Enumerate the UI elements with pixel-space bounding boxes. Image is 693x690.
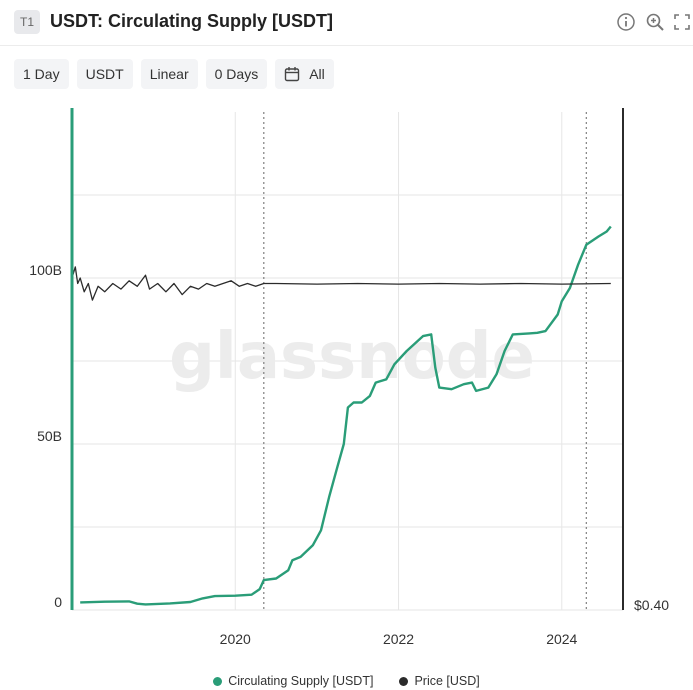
range-button[interactable]: All	[275, 59, 334, 89]
chart-toolbar: 1 Day USDT Linear 0 Days All	[14, 59, 334, 89]
chart-title: USDT: Circulating Supply [USDT]	[50, 11, 333, 31]
watermark: glassnode	[169, 320, 535, 394]
vertical-markers	[263, 112, 587, 610]
legend-item-price[interactable]: Price [USD]	[399, 674, 480, 688]
chart-area[interactable]: glassnode 0 50B 100B $0.40 2020 2022 2024	[0, 0, 693, 670]
zoom-icon[interactable]	[645, 12, 665, 32]
currency-button[interactable]: USDT	[76, 59, 133, 89]
currency-label: USDT	[85, 66, 124, 82]
series-lines	[71, 225, 612, 606]
scale-button[interactable]: Linear	[140, 59, 198, 89]
resolution-button[interactable]: 1 Day	[14, 59, 69, 89]
sma-button[interactable]: 0 Days	[205, 59, 268, 89]
x-tick-label-2: 2024	[546, 631, 577, 647]
info-icon[interactable]	[616, 12, 636, 32]
legend: Circulating Supply [USDT] Price [USD]	[0, 674, 693, 688]
y-tick-label-1: 50B	[37, 428, 62, 444]
y-right-tick-label-0: $0.40	[634, 597, 669, 613]
chart-header: T1 USDT: Circulating Supply [USDT]	[0, 0, 693, 46]
legend-label-supply: Circulating Supply [USDT]	[228, 674, 374, 688]
scale-label: Linear	[149, 66, 189, 82]
range-label: All	[309, 66, 325, 82]
tier-badge: T1	[14, 10, 40, 34]
y-tick-label-0: 0	[54, 594, 62, 610]
axes	[70, 108, 624, 610]
legend-label-price: Price [USD]	[414, 674, 480, 688]
tick-labels: 0 50B 100B $0.40 2020 2022 2024	[29, 262, 669, 647]
legend-dot-supply	[213, 676, 223, 686]
sma-label: 0 Days	[214, 66, 259, 82]
legend-dot-price	[399, 676, 409, 686]
x-tick-label-0: 2020	[220, 631, 251, 647]
supply-line	[80, 225, 612, 606]
legend-item-supply[interactable]: Circulating Supply [USDT]	[213, 674, 373, 688]
calendar-icon	[285, 67, 300, 82]
grid-lines	[72, 112, 623, 611]
expand-icon[interactable]	[672, 12, 692, 32]
y-tick-label-2: 100B	[29, 262, 62, 278]
x-tick-label-1: 2022	[383, 631, 414, 647]
price-line	[71, 266, 611, 301]
resolution-label: 1 Day	[23, 66, 60, 82]
